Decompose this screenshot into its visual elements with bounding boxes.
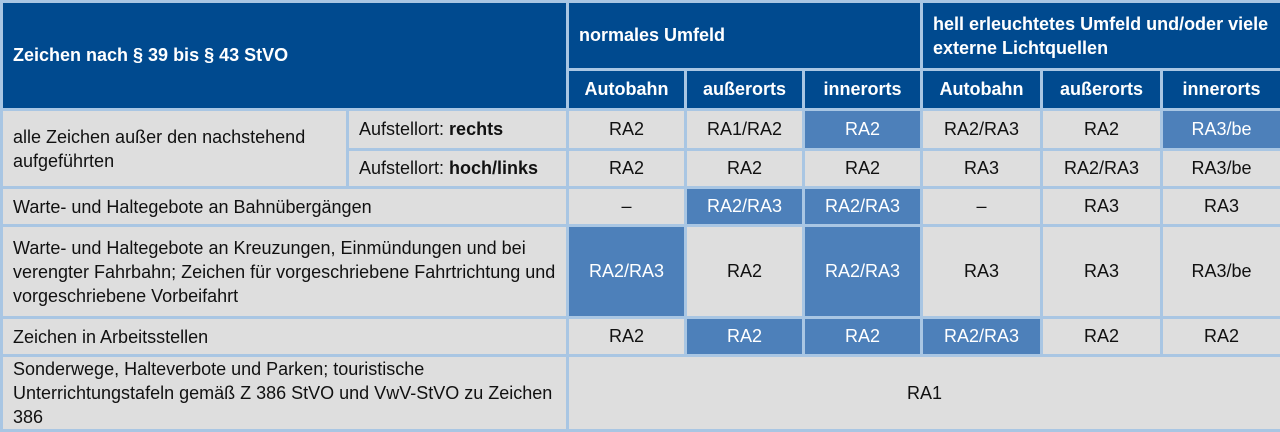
ra-class-cell: RA3 — [1162, 188, 1280, 226]
ra-class-value: RA3/be — [1192, 261, 1252, 281]
ra-class-value: RA1 — [907, 383, 942, 403]
ra-class-cell: RA2 — [804, 110, 922, 150]
ra-class-value: RA3 — [964, 261, 999, 281]
header-ausserorts: außerorts — [686, 70, 804, 110]
ra-class-value: RA3/be — [1192, 158, 1252, 178]
ra-class-value: RA2/RA3 — [944, 119, 1019, 139]
ra-class-cell: RA3/be — [1162, 226, 1280, 318]
placement-value: hoch/links — [449, 158, 538, 178]
ra-class-value: RA2/RA3 — [707, 196, 782, 216]
table-row: alle Zeichen außer den nachstehend aufge… — [2, 110, 1280, 150]
ra-class-value: RA1/RA2 — [707, 119, 782, 139]
ra-class-cell: RA2/RA3 — [686, 188, 804, 226]
ra-class-cell: – — [922, 188, 1042, 226]
ra-class-value: RA2 — [609, 119, 644, 139]
header-autobahn-bright: Autobahn — [922, 70, 1042, 110]
row-label: Warte- und Haltegebote an Bahnübergängen — [2, 188, 568, 226]
ra-class-cell: RA2 — [686, 318, 804, 356]
row-label: alle Zeichen außer den nachstehend aufge… — [2, 110, 348, 188]
header-normal-environment: normales Umfeld — [568, 2, 922, 70]
ra-class-value: RA2 — [609, 158, 644, 178]
ra-class-value: RA2 — [1204, 326, 1239, 346]
ra-class-cell: RA2 — [804, 150, 922, 188]
ra-class-value: RA3 — [1204, 196, 1239, 216]
row-label: Zeichen in Arbeitsstellen — [2, 318, 568, 356]
ra-class-value: RA2 — [727, 158, 762, 178]
table-row: Warte- und Haltegebote an Bahnübergängen… — [2, 188, 1280, 226]
table-row: Sonderwege, Halteverbote und Parken; tou… — [2, 356, 1280, 431]
row-label: Sonderwege, Halteverbote und Parken; tou… — [2, 356, 568, 431]
header-innerorts-bright: innerorts — [1162, 70, 1280, 110]
ra-class-value: RA2 — [1084, 119, 1119, 139]
placement-prefix: Aufstellort: — [359, 119, 449, 139]
ra-class-cell: RA3 — [1042, 226, 1162, 318]
ra-class-cell: RA1/RA2 — [686, 110, 804, 150]
ra-class-value: RA3 — [1084, 196, 1119, 216]
ra-class-cell: RA3 — [922, 150, 1042, 188]
header-autobahn: Autobahn — [568, 70, 686, 110]
ra-class-cell: RA3 — [1042, 188, 1162, 226]
table-row: Warte- und Haltegebote an Kreuzungen, Ei… — [2, 226, 1280, 318]
ra-class-cell: RA3 — [922, 226, 1042, 318]
ra-class-value: RA2 — [1084, 326, 1119, 346]
ra-class-cell: RA3/be — [1162, 150, 1280, 188]
ra-class-value: RA3 — [1084, 261, 1119, 281]
ra-class-value: – — [621, 196, 631, 216]
ra-class-cell: RA2 — [568, 110, 686, 150]
ra-class-value: RA2/RA3 — [825, 196, 900, 216]
ra-class-value: RA2/RA3 — [944, 326, 1019, 346]
ra-class-cell: RA2/RA3 — [804, 188, 922, 226]
ra-class-value: RA3/be — [1192, 119, 1252, 139]
row-label: Warte- und Haltegebote an Kreuzungen, Ei… — [2, 226, 568, 318]
ra-class-cell: RA2 — [1042, 110, 1162, 150]
ra-class-value: RA2 — [609, 326, 644, 346]
ra-class-cell: RA1 — [568, 356, 1280, 431]
ra-class-cell: RA2/RA3 — [1042, 150, 1162, 188]
ra-class-value: RA2 — [845, 119, 880, 139]
ra-class-value: RA3 — [964, 158, 999, 178]
ra-class-value: RA2/RA3 — [589, 261, 664, 281]
placement-value: rechts — [449, 119, 503, 139]
ra-class-value: – — [977, 196, 987, 216]
table-row: Zeichen in Arbeitsstellen RA2 RA2 RA2 RA2/RA… — [2, 318, 1280, 356]
ra-class-cell: – — [568, 188, 686, 226]
ra-class-cell: RA2 — [804, 318, 922, 356]
header-bright-environment: hell erleuchtetes Umfeld und/oder viele … — [922, 2, 1280, 70]
header-signs: Zeichen nach § 39 bis § 43 StVO — [2, 2, 568, 110]
ra-class-value: RA2/RA3 — [825, 261, 900, 281]
ra-class-value: RA2 — [727, 326, 762, 346]
placement-label: Aufstellort: rechts — [348, 110, 568, 150]
ra-class-cell: RA2 — [686, 150, 804, 188]
ra-class-value: RA2/RA3 — [1064, 158, 1139, 178]
ra-class-cell: RA2/RA3 — [922, 318, 1042, 356]
ra-class-cell: RA2 — [1162, 318, 1280, 356]
ra-class-cell: RA2 — [568, 318, 686, 356]
ra-class-cell: RA3/be — [1162, 110, 1280, 150]
ra-class-cell: RA2 — [686, 226, 804, 318]
ra-class-cell: RA2/RA3 — [922, 110, 1042, 150]
placement-prefix: Aufstellort: — [359, 158, 449, 178]
ra-class-cell: RA2/RA3 — [804, 226, 922, 318]
ra-class-value: RA2 — [727, 261, 762, 281]
ra-class-value: RA2 — [845, 326, 880, 346]
ra-class-value: RA2 — [845, 158, 880, 178]
placement-label: Aufstellort: hoch/links — [348, 150, 568, 188]
ra-class-cell: RA2 — [1042, 318, 1162, 356]
ra-class-cell: RA2/RA3 — [568, 226, 686, 318]
ra-class-cell: RA2 — [568, 150, 686, 188]
header-innerorts: innerorts — [804, 70, 922, 110]
header-ausserorts-bright: außerorts — [1042, 70, 1162, 110]
